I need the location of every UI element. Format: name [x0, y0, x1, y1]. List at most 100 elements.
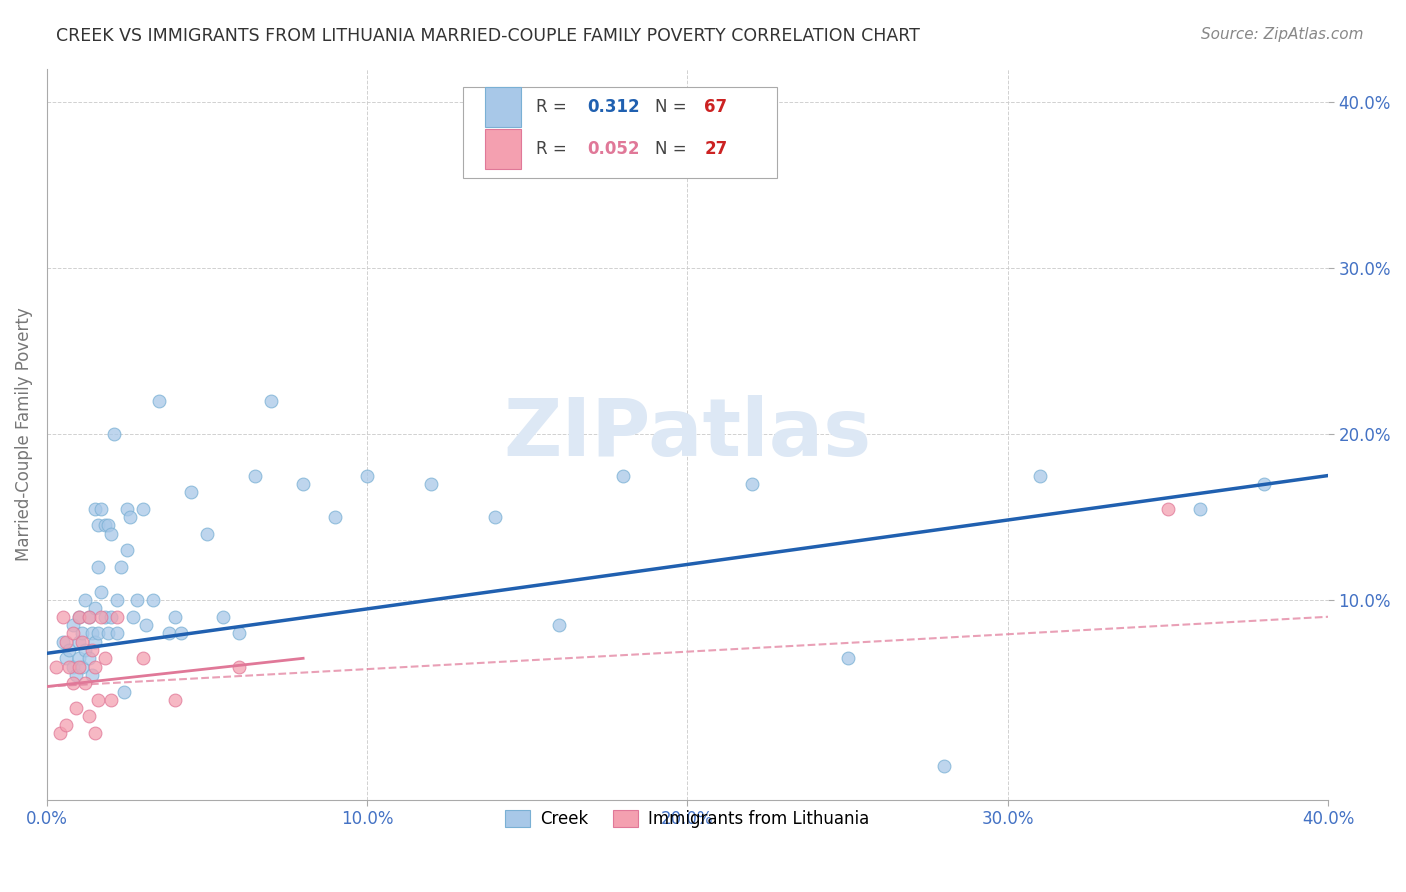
- Point: [105, 609, 128, 624]
- Point: [195, 526, 218, 541]
- Point: [292, 476, 315, 491]
- Legend: Creek, Immigrants from Lithuania: Creek, Immigrants from Lithuania: [499, 804, 876, 835]
- Point: [65, 668, 87, 682]
- Text: 0.052: 0.052: [588, 140, 640, 159]
- Point: [80, 643, 103, 657]
- Point: [1188, 501, 1211, 516]
- Point: [1029, 468, 1052, 483]
- Point: [100, 693, 122, 707]
- Bar: [485, 129, 522, 169]
- Point: [80, 668, 103, 682]
- Point: [100, 526, 122, 541]
- Text: N =: N =: [655, 98, 692, 117]
- Point: [65, 701, 87, 715]
- Point: [932, 759, 955, 773]
- Point: [356, 468, 378, 483]
- Text: 27: 27: [704, 140, 727, 159]
- Point: [62, 626, 84, 640]
- Point: [837, 651, 859, 665]
- Point: [70, 659, 93, 673]
- Text: CREEK VS IMMIGRANTS FROM LITHUANIA MARRIED-COUPLE FAMILY POVERTY CORRELATION CHA: CREEK VS IMMIGRANTS FROM LITHUANIA MARRI…: [56, 27, 920, 45]
- Point: [84, 634, 107, 648]
- Text: N =: N =: [655, 140, 692, 159]
- Point: [55, 634, 77, 648]
- Text: R =: R =: [536, 98, 572, 117]
- Point: [75, 593, 97, 607]
- Point: [132, 651, 155, 665]
- Point: [260, 393, 283, 408]
- Point: [87, 626, 110, 640]
- Point: [52, 634, 75, 648]
- Point: [77, 609, 100, 624]
- Point: [112, 684, 135, 698]
- Point: [180, 485, 202, 500]
- Point: [163, 693, 186, 707]
- Point: [84, 726, 107, 740]
- Point: [1157, 501, 1180, 516]
- Point: [93, 609, 115, 624]
- Point: [87, 560, 110, 574]
- Point: [122, 609, 145, 624]
- Point: [80, 626, 103, 640]
- Point: [741, 476, 763, 491]
- Point: [70, 626, 93, 640]
- Point: [90, 585, 112, 599]
- Point: [132, 501, 155, 516]
- Point: [163, 609, 186, 624]
- Point: [62, 676, 84, 690]
- Point: [62, 618, 84, 632]
- Point: [105, 593, 128, 607]
- Point: [75, 643, 97, 657]
- Bar: [485, 87, 522, 128]
- Point: [90, 501, 112, 516]
- Point: [243, 468, 266, 483]
- Point: [67, 651, 90, 665]
- Point: [77, 709, 100, 723]
- Point: [58, 643, 80, 657]
- Point: [120, 510, 142, 524]
- Point: [75, 676, 97, 690]
- Point: [84, 501, 107, 516]
- Point: [48, 726, 70, 740]
- Point: [420, 476, 443, 491]
- Point: [135, 618, 157, 632]
- Point: [110, 560, 132, 574]
- Text: 0.312: 0.312: [588, 98, 640, 117]
- Point: [87, 518, 110, 533]
- Point: [612, 468, 634, 483]
- Point: [115, 543, 138, 558]
- Point: [84, 659, 107, 673]
- Point: [55, 718, 77, 732]
- Point: [52, 609, 75, 624]
- Point: [228, 659, 250, 673]
- Point: [77, 651, 100, 665]
- Point: [55, 651, 77, 665]
- Point: [157, 626, 180, 640]
- Point: [62, 659, 84, 673]
- Point: [228, 626, 250, 640]
- Y-axis label: Married-Couple Family Poverty: Married-Couple Family Poverty: [15, 307, 32, 561]
- Point: [1253, 476, 1275, 491]
- Text: Source: ZipAtlas.com: Source: ZipAtlas.com: [1201, 27, 1364, 42]
- Point: [323, 510, 346, 524]
- Text: R =: R =: [536, 140, 572, 159]
- Point: [84, 601, 107, 615]
- Point: [67, 609, 90, 624]
- Point: [142, 593, 165, 607]
- Point: [97, 518, 120, 533]
- Point: [67, 634, 90, 648]
- Point: [548, 618, 571, 632]
- Point: [93, 651, 115, 665]
- Point: [90, 609, 112, 624]
- Point: [67, 609, 90, 624]
- Point: [58, 659, 80, 673]
- Point: [484, 510, 506, 524]
- Point: [93, 518, 115, 533]
- Point: [125, 593, 148, 607]
- Text: ZIPatlas: ZIPatlas: [503, 395, 872, 473]
- Point: [77, 609, 100, 624]
- Point: [67, 659, 90, 673]
- Point: [212, 609, 235, 624]
- FancyBboxPatch shape: [464, 87, 778, 178]
- Point: [115, 501, 138, 516]
